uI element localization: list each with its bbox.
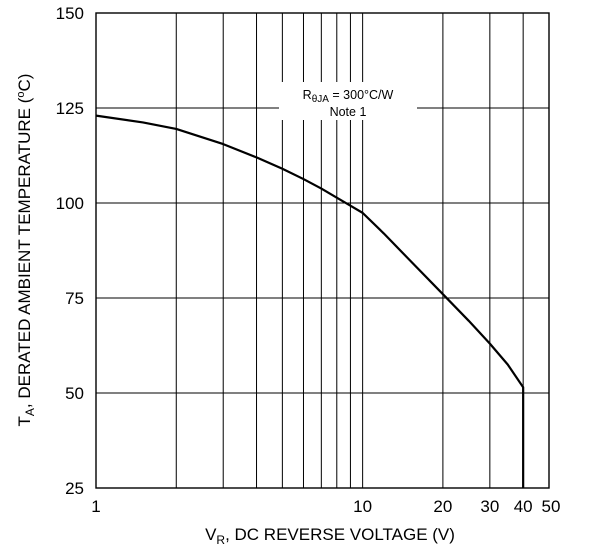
- x-tick-label: 10: [353, 497, 372, 516]
- plot-frame: [95, 12, 550, 489]
- y-tick-label: 50: [65, 384, 84, 403]
- y-tick-label: 100: [56, 194, 84, 213]
- x-tick-label: 1: [91, 497, 100, 516]
- y-axis-title: TA, DERATED AMBIENT TEMPERATURE (oC): [15, 74, 37, 427]
- x-tick-label: 30: [480, 497, 499, 516]
- x-tick-label: 50: [542, 497, 561, 516]
- grid-lines: [95, 12, 549, 489]
- y-tick-labels: 25 50 75 100 125 150: [56, 4, 84, 498]
- y-tick-label: 75: [65, 289, 84, 308]
- x-tick-label: 20: [433, 497, 452, 516]
- annotation-line-1: RθJA = 300°C/W: [303, 88, 394, 105]
- x-tick-label: 40: [514, 497, 533, 516]
- x-axis-title: VR, DC REVERSE VOLTAGE (V): [205, 525, 455, 547]
- y-tick-label: 25: [65, 479, 84, 498]
- annotation-line-2: Note 1: [330, 105, 367, 119]
- y-tick-label: 125: [56, 99, 84, 118]
- x-tick-labels: 1 10 20 30 40 50: [91, 497, 560, 516]
- series-line: [95, 114, 525, 488]
- annotation-box: [279, 82, 417, 120]
- y-tick-label: 150: [56, 4, 84, 23]
